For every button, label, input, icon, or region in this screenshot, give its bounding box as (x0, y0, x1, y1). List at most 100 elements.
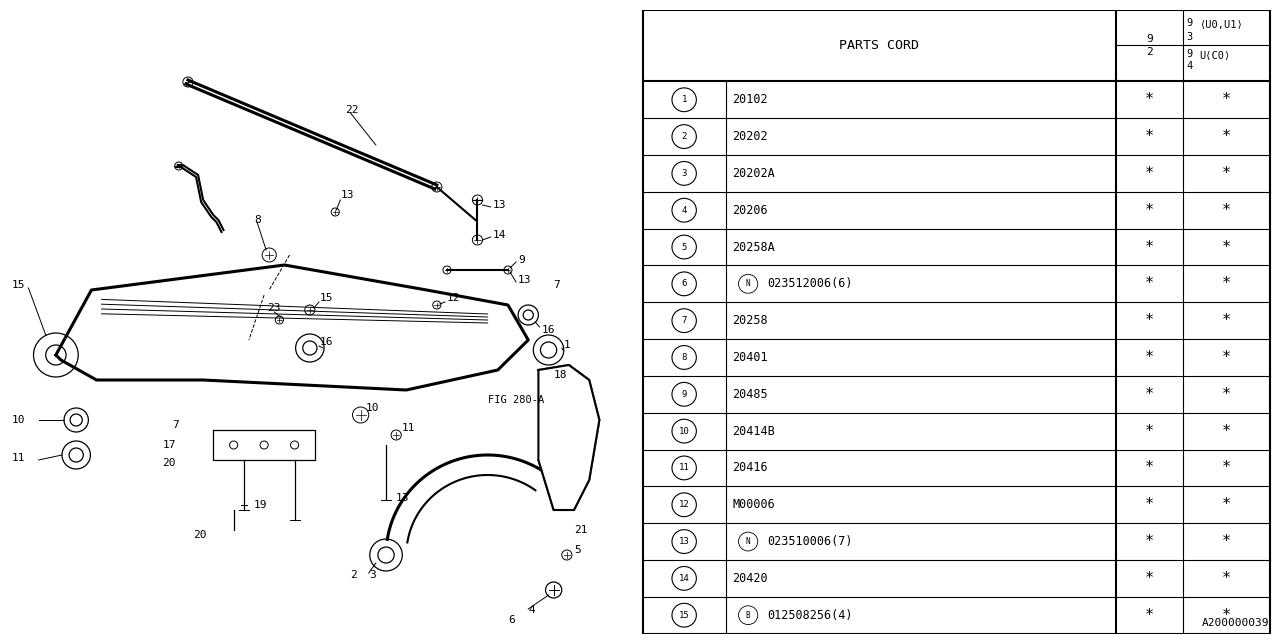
Text: *: * (1222, 276, 1231, 291)
Text: *: * (1222, 203, 1231, 218)
Text: *: * (1146, 608, 1155, 623)
Text: 20102: 20102 (732, 93, 768, 106)
Text: *: * (1146, 203, 1155, 218)
Text: 10: 10 (13, 415, 26, 425)
Text: 2: 2 (351, 570, 357, 580)
Text: 15: 15 (320, 293, 334, 303)
Text: 10: 10 (678, 427, 690, 436)
Text: 20485: 20485 (732, 388, 768, 401)
Text: 2: 2 (681, 132, 687, 141)
Text: *: * (1146, 166, 1155, 181)
Text: FIG 280-A: FIG 280-A (488, 395, 544, 405)
Text: 4: 4 (681, 205, 687, 214)
Text: 13: 13 (397, 493, 410, 503)
Text: 5: 5 (573, 545, 581, 555)
Text: 20: 20 (193, 530, 206, 540)
Text: 20401: 20401 (732, 351, 768, 364)
Text: *: * (1146, 92, 1155, 108)
Text: 012508256(4): 012508256(4) (768, 609, 852, 621)
Text: 13: 13 (518, 275, 531, 285)
Text: 19: 19 (253, 500, 268, 510)
Text: 023510006(7): 023510006(7) (768, 535, 852, 548)
Text: 20414B: 20414B (732, 424, 774, 438)
Text: 18: 18 (554, 370, 567, 380)
Text: 21: 21 (573, 525, 588, 535)
Text: 4: 4 (1187, 61, 1193, 70)
Text: 7: 7 (173, 420, 179, 430)
Text: 8: 8 (681, 353, 687, 362)
Text: *: * (1146, 276, 1155, 291)
Text: 14: 14 (678, 574, 690, 583)
Text: 6: 6 (508, 615, 515, 625)
Text: 8: 8 (253, 215, 261, 225)
Text: M00006: M00006 (732, 499, 774, 511)
Text: *: * (1146, 424, 1155, 438)
Text: *: * (1222, 387, 1231, 402)
Text: 17: 17 (163, 440, 177, 450)
Text: 20258: 20258 (732, 314, 768, 327)
Text: 22: 22 (346, 105, 358, 115)
Text: *: * (1222, 424, 1231, 438)
Text: *: * (1146, 571, 1155, 586)
Text: 11: 11 (678, 463, 690, 472)
Text: 10: 10 (366, 403, 379, 413)
Text: *: * (1222, 350, 1231, 365)
Text: *: * (1222, 129, 1231, 144)
Text: ⟨U0,U1⟩: ⟨U0,U1⟩ (1199, 20, 1243, 30)
Text: *: * (1146, 239, 1155, 255)
Text: A200000039: A200000039 (1202, 618, 1270, 628)
Text: 12: 12 (678, 500, 690, 509)
Text: 9: 9 (1187, 49, 1193, 59)
Text: *: * (1146, 497, 1155, 512)
Text: *: * (1146, 534, 1155, 549)
Text: 20: 20 (163, 458, 177, 468)
Text: 3: 3 (1187, 32, 1193, 42)
Text: 14: 14 (493, 230, 506, 240)
Text: 15: 15 (13, 280, 26, 290)
Text: 11: 11 (401, 423, 415, 433)
Text: *: * (1222, 313, 1231, 328)
Text: N: N (746, 279, 750, 289)
Text: *: * (1146, 350, 1155, 365)
Text: 11: 11 (13, 453, 26, 463)
Text: 7: 7 (681, 316, 687, 325)
Text: *: * (1146, 313, 1155, 328)
Text: 5: 5 (681, 243, 687, 252)
Text: 13: 13 (340, 190, 353, 200)
Text: 20258A: 20258A (732, 241, 774, 253)
Text: 1: 1 (681, 95, 687, 104)
Text: *: * (1146, 129, 1155, 144)
Text: 20202A: 20202A (732, 167, 774, 180)
Text: 16: 16 (320, 337, 334, 347)
Text: 16: 16 (541, 325, 556, 335)
Text: *: * (1222, 534, 1231, 549)
Text: 20420: 20420 (732, 572, 768, 585)
Text: *: * (1222, 92, 1231, 108)
Text: *: * (1146, 460, 1155, 476)
Text: *: * (1222, 166, 1231, 181)
Text: *: * (1222, 571, 1231, 586)
Text: *: * (1222, 460, 1231, 476)
Text: 9: 9 (681, 390, 687, 399)
Text: 9: 9 (1187, 17, 1193, 28)
Text: *: * (1222, 608, 1231, 623)
Text: 3: 3 (369, 570, 375, 580)
Text: 1: 1 (563, 340, 571, 350)
Text: 9
2: 9 2 (1147, 35, 1153, 57)
Text: *: * (1222, 497, 1231, 512)
Text: U⟨C0⟩: U⟨C0⟩ (1199, 51, 1230, 61)
Text: *: * (1146, 387, 1155, 402)
Text: 23: 23 (268, 303, 280, 313)
Text: 6: 6 (681, 279, 687, 289)
Text: N: N (746, 537, 750, 546)
Text: 20202: 20202 (732, 130, 768, 143)
Text: 13: 13 (678, 537, 690, 546)
Text: 3: 3 (681, 169, 687, 178)
Text: 9: 9 (518, 255, 525, 265)
Text: 13: 13 (493, 200, 506, 210)
Text: 12: 12 (447, 293, 461, 303)
Text: PARTS CORD: PARTS CORD (840, 39, 919, 52)
Text: 023512006(6): 023512006(6) (768, 277, 852, 291)
Text: 20206: 20206 (732, 204, 768, 217)
Text: *: * (1222, 239, 1231, 255)
